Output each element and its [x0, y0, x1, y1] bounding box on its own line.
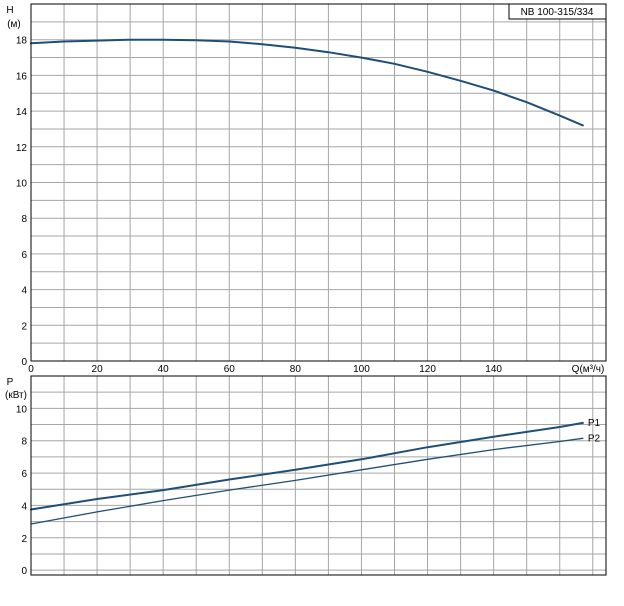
model-box [508, 3, 607, 20]
curves-layer [30, 38, 584, 525]
flow-x-tick-label: 120 [419, 364, 436, 375]
flow-x-tick-label: 80 [290, 364, 302, 375]
power-y-tick-label: 8 [21, 437, 27, 448]
head-curve [30, 38, 584, 127]
power-y-tick-label: 4 [21, 501, 27, 512]
head-panel-frame [30, 3, 607, 362]
head-axis-label: H [6, 5, 13, 16]
head-y-tick-label: 8 [21, 214, 27, 225]
power-series-label-p2: P2 [588, 433, 601, 444]
head-y-tick-label: 14 [16, 107, 28, 118]
head-y-tick-label: 6 [21, 250, 27, 261]
flow-x-tick-label: 100 [353, 364, 370, 375]
head-y-tick-label: 4 [21, 286, 27, 297]
power-axis-unit: (кВт) [5, 390, 27, 401]
head-axis-unit: (м) [7, 19, 21, 30]
head-y-tick-label: 10 [16, 179, 28, 190]
labels-layer: 0 2 4 6 8 10 12 14 16 18 0 20 40 60 80 100 120 140 0 2 4 6 8 10… [16, 36, 601, 577]
flow-x-tick-label: 40 [158, 364, 170, 375]
power-y-tick-label: 0 [21, 566, 27, 577]
power-axis-label: P [7, 377, 14, 388]
power-panel-frame [30, 375, 607, 576]
flow-x-tick-label: 20 [92, 364, 104, 375]
flow-x-tick-label: 140 [485, 364, 502, 375]
head-y-tick-label: 18 [16, 36, 28, 47]
power-curve-p2 [30, 437, 584, 525]
head-grid [31, 4, 606, 361]
flow-x-tick-label: 0 [28, 364, 34, 375]
power-y-tick-label: 2 [21, 534, 27, 545]
power-y-tick-label: 6 [21, 469, 27, 480]
power-grid [31, 376, 606, 575]
head-y-tick-label: 2 [21, 321, 27, 332]
power-y-tick-label: 10 [16, 404, 28, 415]
head-y-tick-label: 16 [16, 71, 28, 82]
head-y-tick-label: 0 [21, 357, 27, 368]
head-y-tick-label: 12 [16, 143, 28, 154]
flow-x-tick-label: 60 [224, 364, 236, 375]
chart-title: NB 100-315/334 [521, 7, 594, 18]
power-curve-p1 [30, 421, 584, 511]
power-series-label-p1: P1 [588, 418, 601, 429]
flow-axis-label: Q(м³/ч) [572, 364, 605, 375]
